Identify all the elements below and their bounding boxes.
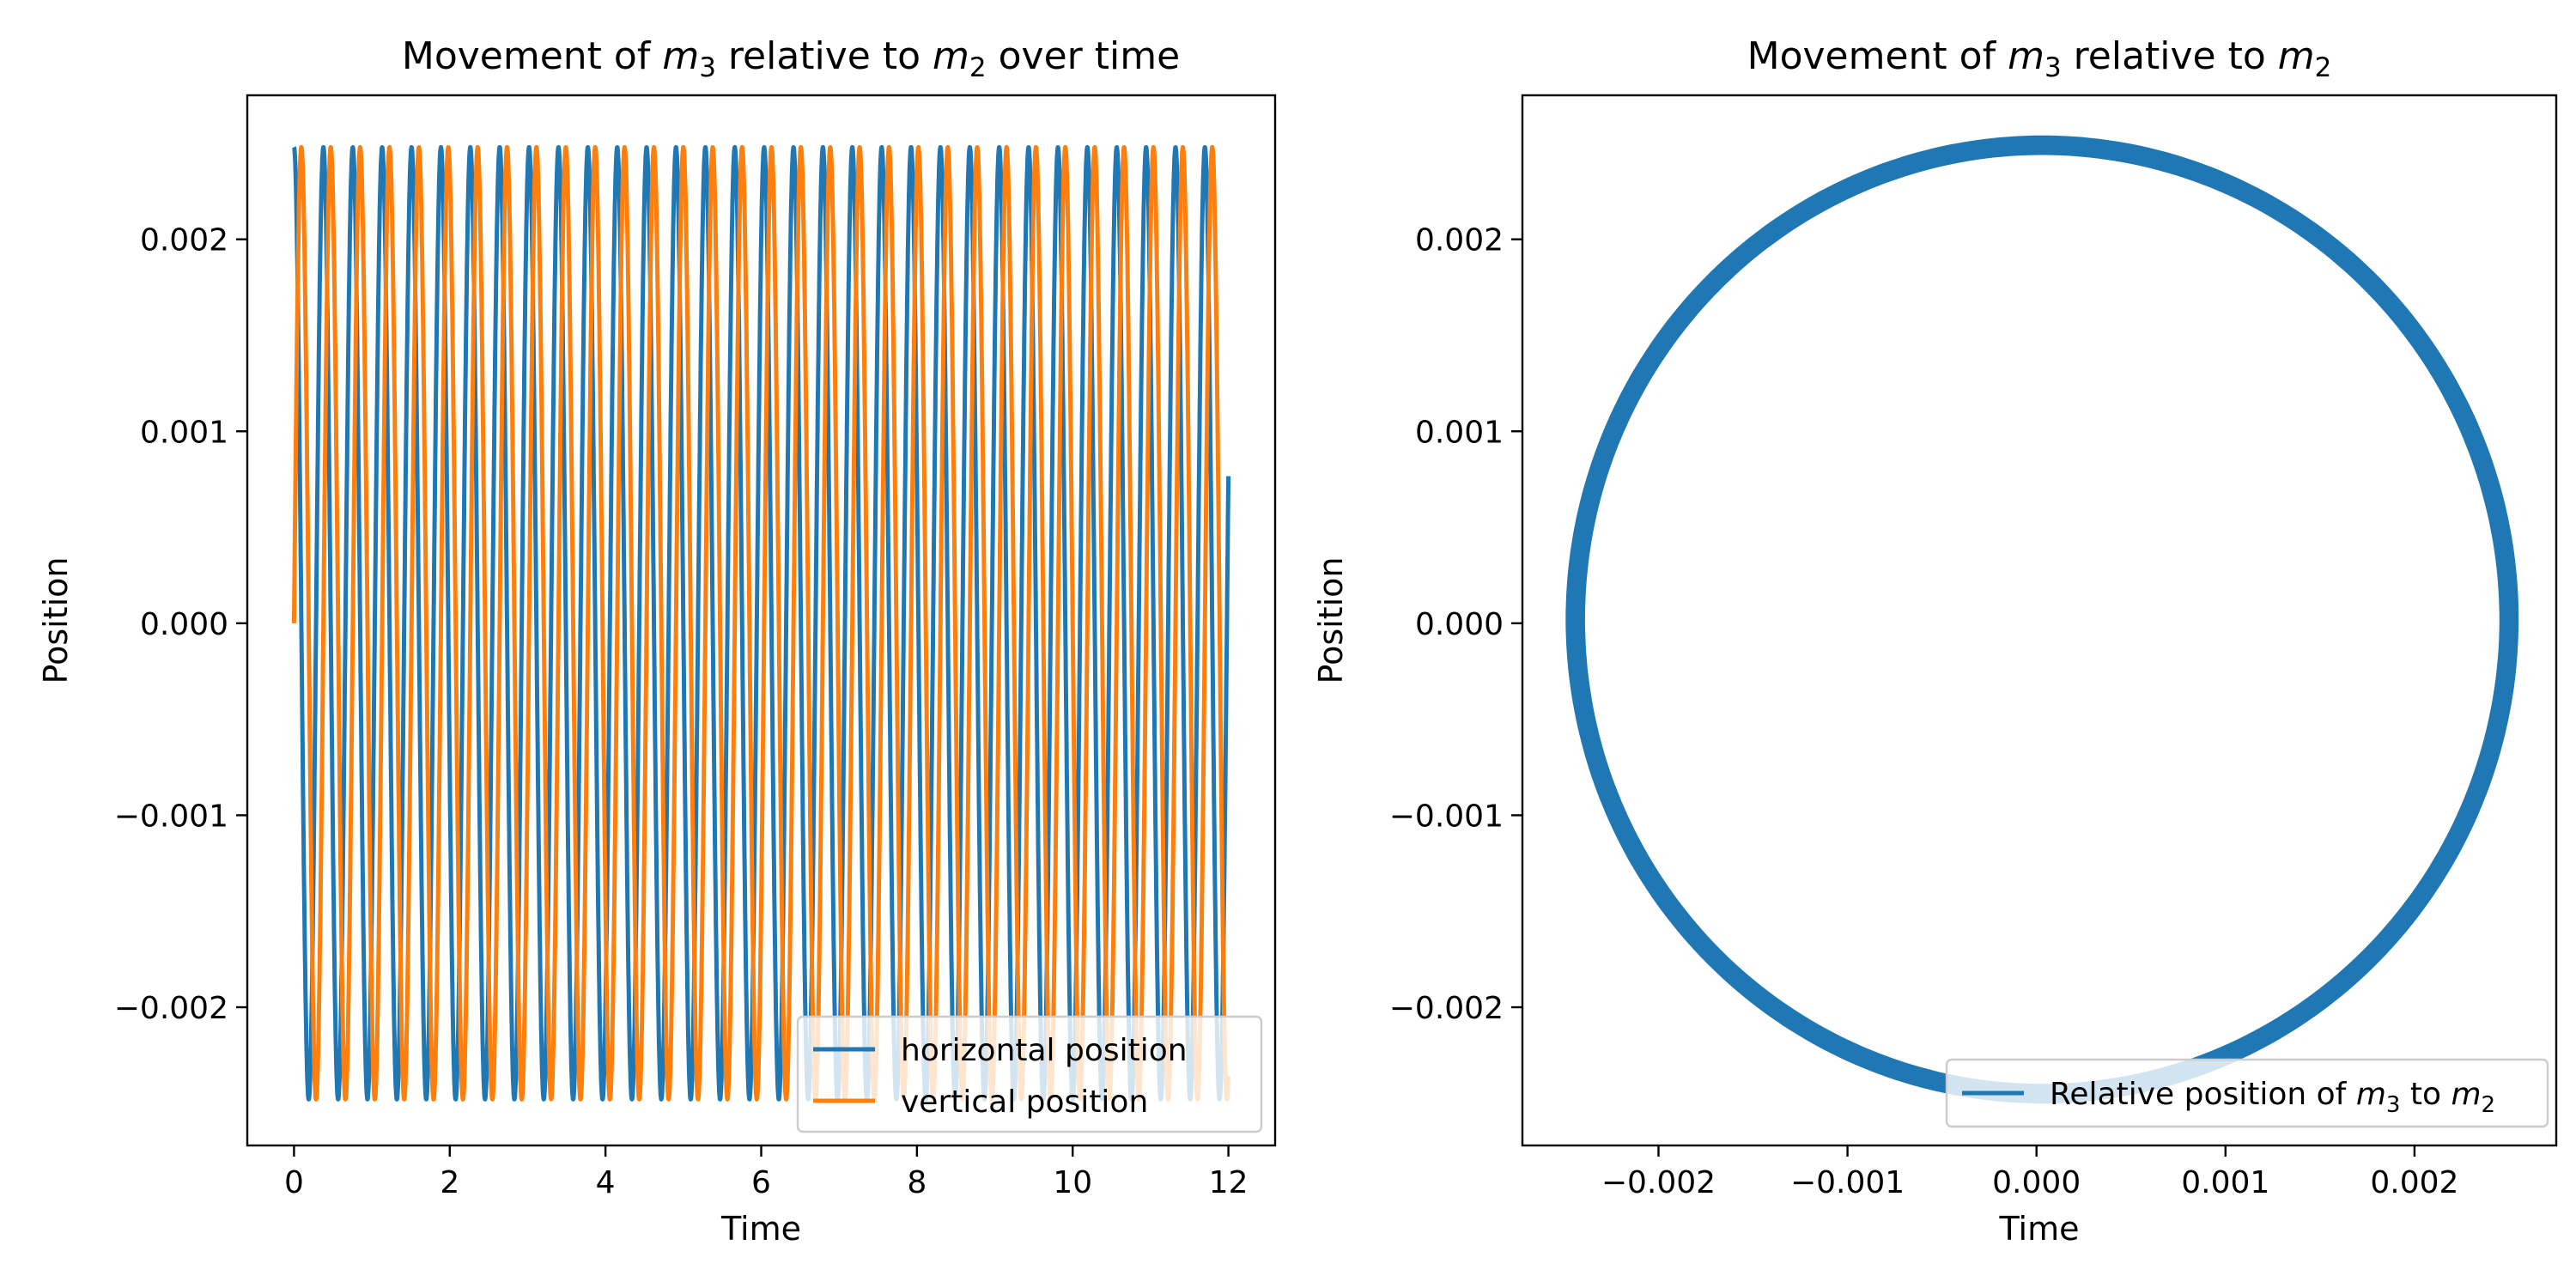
legend-label: Relative position of m3 to m2 — [2050, 1077, 2495, 1118]
chart-title: Movement of m3 relative to m2 — [1747, 34, 2332, 83]
y-axis-label: Position — [1312, 557, 1350, 684]
x-tick-label: 8 — [907, 1165, 927, 1200]
y-tick-label: 0.002 — [140, 223, 228, 258]
legend-label: horizontal position — [901, 1033, 1188, 1068]
y-ticks: −0.002 −0.001 0.000 0.001 0.002 — [1389, 223, 1522, 1026]
x-tick-label: 0.001 — [2181, 1165, 2269, 1200]
x-axis-label: Time — [1999, 1210, 2080, 1248]
series-group — [291, 144, 1231, 1102]
x-tick-label: −0.002 — [1601, 1165, 1716, 1200]
x-tick-label: 10 — [1053, 1165, 1092, 1200]
y-axis-label: Position — [37, 557, 75, 684]
legend-frame — [1945, 1058, 2549, 1128]
x-tick-label: 4 — [596, 1165, 616, 1200]
x-tick-label: −0.001 — [1790, 1165, 1905, 1200]
y-ticks: −0.002 −0.001 0.000 0.001 0.002 — [114, 223, 247, 1026]
series-orbit — [1565, 135, 2519, 1104]
legend-label: vertical position — [901, 1084, 1148, 1120]
x-ticks: 0 2 4 6 8 10 12 — [284, 1145, 1249, 1200]
y-tick-label: −0.001 — [114, 799, 228, 834]
x-axis-label: Time — [720, 1210, 801, 1248]
chart-orbit: Movement of m3 relative to m2 −0.002 −0.0… — [1312, 34, 2558, 1248]
legend: horizontal position vertical position — [796, 1015, 1263, 1133]
chart-time-series: Movement of m3 relative to m2 over time … — [37, 34, 1277, 1248]
x-tick-label: 0 — [284, 1165, 304, 1200]
y-tick-label: −0.002 — [114, 991, 228, 1026]
legend: Relative position of m3 to m2 — [1945, 1058, 2549, 1128]
x-tick-label: 12 — [1209, 1165, 1249, 1200]
y-tick-label: 0.001 — [140, 415, 228, 450]
x-tick-label: 0.002 — [2370, 1165, 2458, 1200]
series-group — [1565, 135, 2519, 1104]
series-line-1 — [291, 144, 1231, 1102]
y-tick-label: 0.000 — [140, 607, 228, 642]
x-tick-label: 6 — [751, 1165, 771, 1200]
y-tick-label: 0.000 — [1415, 607, 1504, 642]
y-tick-label: 0.001 — [1415, 415, 1504, 450]
y-tick-label: −0.001 — [1389, 799, 1504, 834]
x-ticks: −0.002 −0.001 0.000 0.001 0.002 — [1601, 1145, 2458, 1200]
y-tick-label: 0.002 — [1415, 223, 1504, 258]
axes-frame — [1521, 94, 2558, 1147]
y-tick-label: −0.002 — [1389, 991, 1504, 1026]
x-tick-label: 0.000 — [1992, 1165, 2081, 1200]
chart-title: Movement of m3 relative to m2 over time — [402, 34, 1180, 83]
legend-frame — [796, 1015, 1263, 1133]
x-tick-label: 2 — [440, 1165, 459, 1200]
